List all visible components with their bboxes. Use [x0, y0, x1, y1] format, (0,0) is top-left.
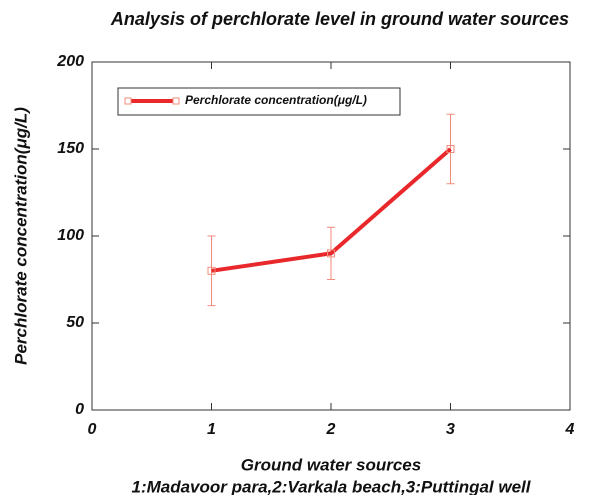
y-tick-label: 200 [56, 53, 84, 70]
data-marker [207, 266, 216, 275]
data-line [211, 147, 452, 273]
chart-title: Analysis of perchlorate level in ground … [110, 9, 569, 29]
y-axis-label: Perchlorate concentration(μg/L) [11, 107, 30, 365]
y-tick-label: 150 [57, 140, 84, 157]
x-tick-label: 4 [565, 421, 575, 438]
data-marker [446, 145, 455, 153]
legend-swatch-marker [124, 97, 132, 105]
y-tick-label: 0 [75, 401, 84, 418]
y-tick-label: 50 [66, 314, 84, 331]
x-tick-label: 2 [326, 421, 336, 438]
x-tick-label: 1 [207, 421, 216, 438]
y-tick-label: 100 [57, 227, 84, 244]
x-tick-label: 0 [88, 421, 97, 438]
x-tick-label: 3 [446, 421, 455, 438]
legend-label: Perchlorate concentration(μg/L) [185, 93, 367, 107]
legend-swatch-marker [172, 97, 180, 105]
x-axis-label: Ground water sources [241, 455, 421, 474]
x-axis-note: 1:Madavoor para,2:Varkala beach,3:Puttin… [131, 477, 531, 495]
data-marker [327, 249, 335, 258]
